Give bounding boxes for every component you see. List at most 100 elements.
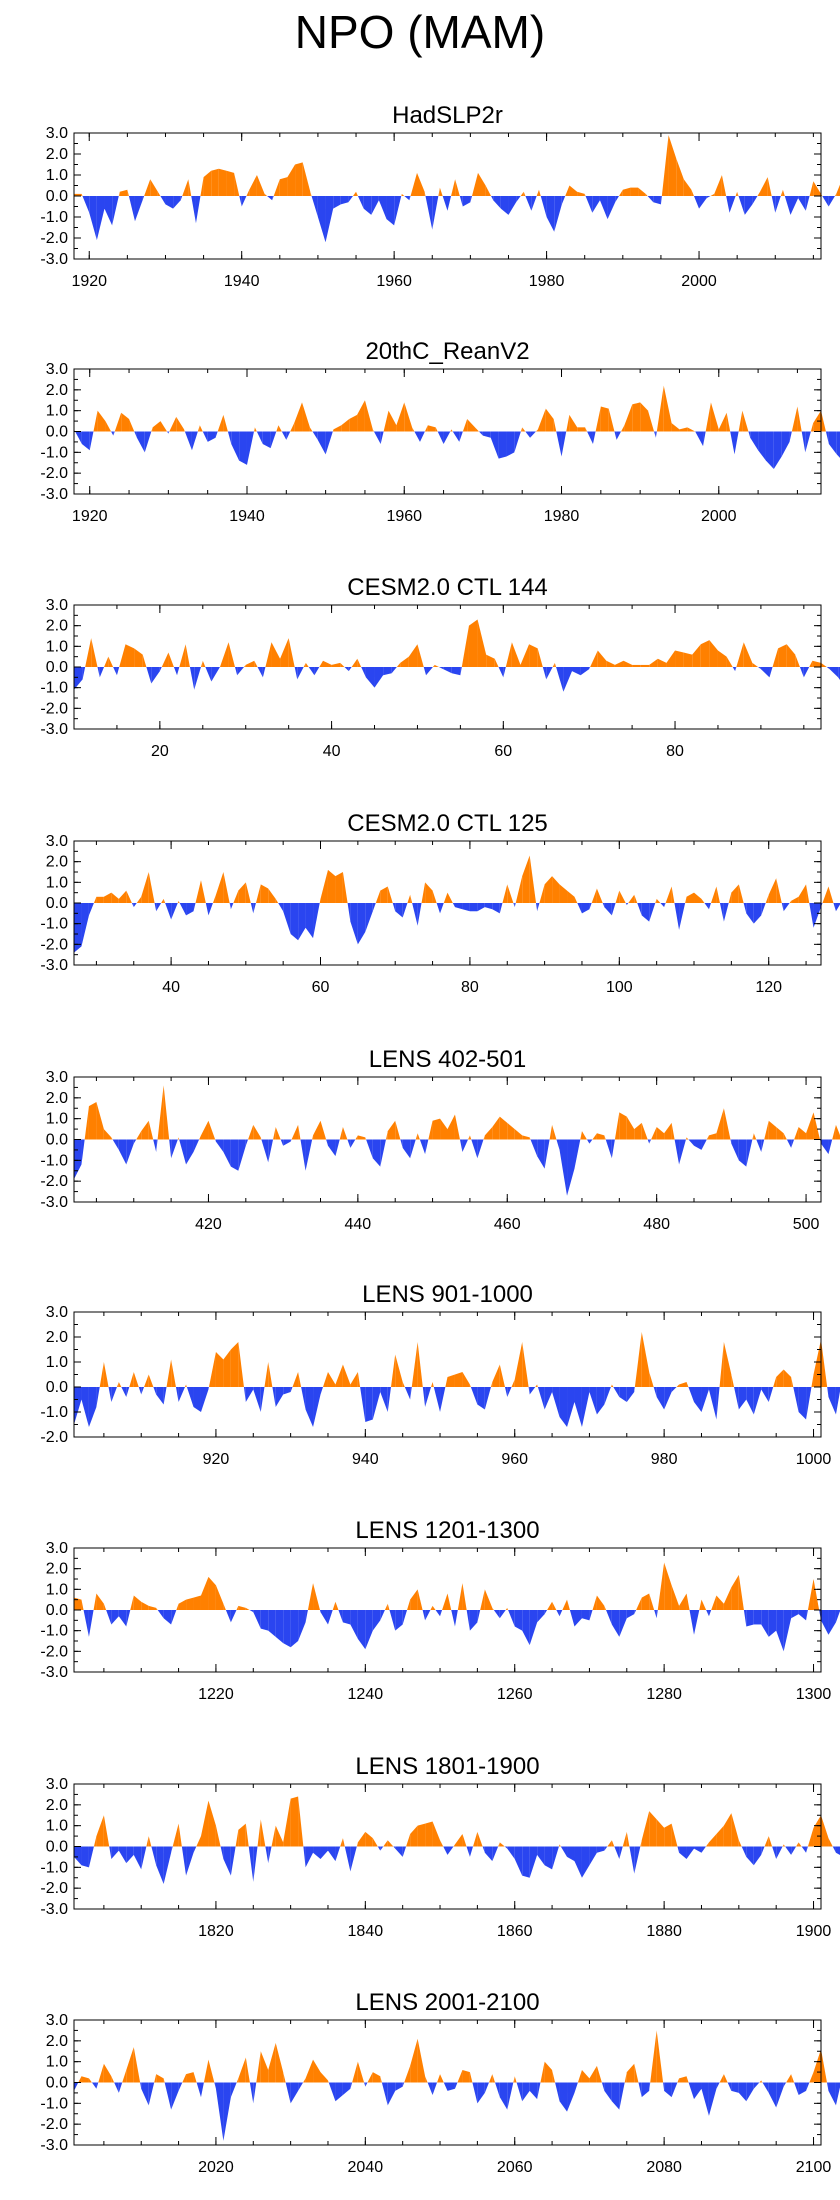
area-segment <box>490 431 499 459</box>
area-segment <box>447 2082 455 2091</box>
area-segment <box>530 431 536 438</box>
area-segment <box>679 903 686 930</box>
area-segment <box>184 431 192 451</box>
area-segment <box>561 431 567 457</box>
area-segment <box>378 196 387 220</box>
area-segment <box>350 1372 358 1387</box>
area-segment <box>392 903 396 912</box>
area-segment <box>126 2047 134 2083</box>
area-segment <box>772 648 779 667</box>
area-segment <box>721 175 727 196</box>
area-segment <box>443 431 451 444</box>
area-segment <box>154 903 157 912</box>
area-segment <box>472 172 478 196</box>
area-segment <box>438 667 444 670</box>
area-segment <box>653 196 661 205</box>
area-segment <box>718 412 727 432</box>
area-segment <box>357 1831 366 1847</box>
area-segment <box>425 1139 429 1155</box>
area-segment <box>365 1831 373 1847</box>
area-segment <box>348 196 353 203</box>
area-segment <box>357 400 365 432</box>
area-segment <box>537 1384 538 1387</box>
area-segment <box>283 1798 291 1847</box>
area-segment <box>451 667 461 676</box>
area-segment <box>477 903 485 912</box>
area-segment <box>708 2082 717 2116</box>
area-segment <box>807 1579 814 1610</box>
area-segment <box>414 431 420 442</box>
area-segment <box>529 1610 538 1646</box>
area-segment <box>157 191 161 196</box>
area-segment <box>218 168 227 196</box>
area-segment <box>833 903 836 912</box>
area-segment <box>813 1339 821 1387</box>
area-segment <box>781 431 790 457</box>
area-segment <box>716 1108 724 1140</box>
area-segment <box>709 640 718 667</box>
area-segment <box>181 1846 187 1876</box>
area-segment <box>671 1585 680 1610</box>
area-segment <box>694 2082 702 2100</box>
area-segment <box>311 196 318 217</box>
area-segment <box>215 431 218 438</box>
area-segment <box>567 1599 570 1610</box>
area-segment <box>215 1139 224 1152</box>
area-segment <box>81 1846 89 1868</box>
area-segment <box>789 431 792 442</box>
area-segment <box>794 2082 799 2095</box>
area-segment <box>514 1342 523 1387</box>
area-segment <box>99 1362 104 1387</box>
area-segment <box>664 1562 672 1610</box>
area-segment <box>254 427 257 432</box>
area-segment <box>383 667 392 676</box>
area-segment <box>173 667 178 676</box>
area-segment <box>691 189 694 196</box>
area-segment <box>623 660 633 667</box>
area-segment <box>806 1387 812 1420</box>
area-segment <box>440 1387 446 1412</box>
area-segment <box>302 162 311 196</box>
area-segment <box>634 1122 642 1140</box>
area-segment <box>813 181 821 196</box>
panel-title: LENS 2001-2100 <box>355 1989 539 2016</box>
area-segment <box>356 191 358 196</box>
area-segment <box>750 431 759 451</box>
area-segment <box>290 903 299 941</box>
area-segment <box>283 2072 286 2083</box>
area-segment <box>796 1842 799 1847</box>
area-segment <box>536 903 538 912</box>
area-segment <box>753 1387 762 1415</box>
area-segment <box>581 1610 590 1621</box>
area-segment <box>108 656 114 667</box>
area-segment <box>493 196 501 209</box>
area-segment <box>401 193 405 196</box>
area-segment <box>821 662 827 667</box>
area-segment <box>666 650 676 667</box>
area-segment <box>641 1332 650 1387</box>
area-segment <box>477 1831 483 1847</box>
area-segment <box>440 903 444 914</box>
area-segment <box>556 667 564 692</box>
area-segment <box>708 1834 717 1847</box>
area-segment <box>253 2082 257 2104</box>
y-tick-label: 1.0 <box>46 1818 68 1835</box>
area-segment <box>245 660 255 667</box>
area-segment <box>208 1120 216 1140</box>
area-segment <box>383 410 389 432</box>
x-tick-label: 1000 <box>796 1451 832 1468</box>
area-segment <box>199 425 203 432</box>
area-segment <box>350 903 358 945</box>
area-segment <box>265 642 272 667</box>
area-segment <box>461 625 469 667</box>
area-segment <box>193 1139 200 1152</box>
area-segment <box>402 1139 411 1159</box>
area-segment <box>737 191 739 196</box>
area-segment <box>686 2076 689 2083</box>
area-segment <box>590 650 598 667</box>
area-segment <box>239 431 247 465</box>
area-segment <box>215 1585 224 1610</box>
area-segment <box>283 1387 291 1395</box>
area-segment <box>506 431 515 457</box>
area-segment <box>538 189 541 196</box>
